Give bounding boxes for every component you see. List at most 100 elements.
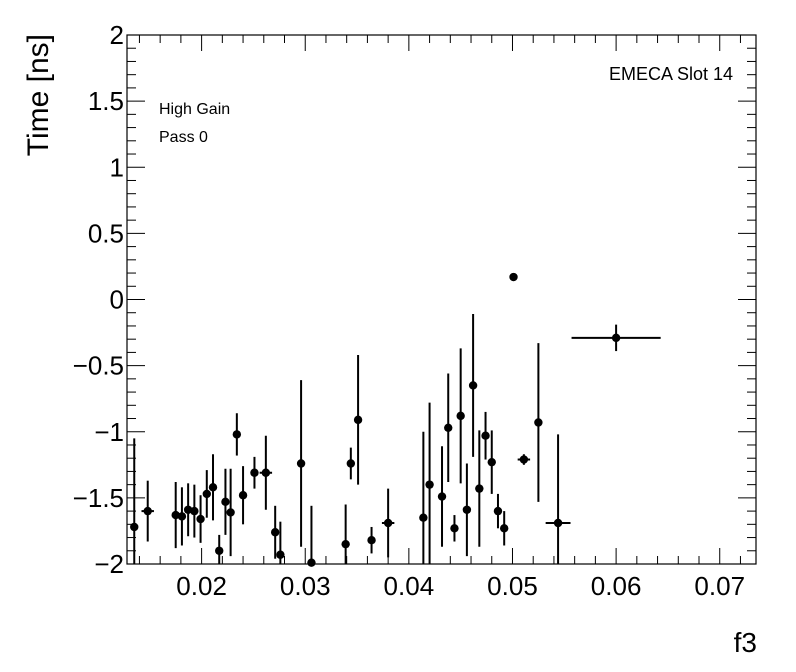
data-point bbox=[177, 487, 187, 546]
data-point bbox=[232, 413, 242, 456]
y-tick-label: 1 bbox=[110, 152, 124, 182]
data-point bbox=[444, 373, 453, 483]
marker bbox=[276, 550, 285, 559]
data-point bbox=[202, 470, 211, 518]
y-tick-label: 0 bbox=[110, 285, 124, 315]
data-point bbox=[259, 435, 273, 510]
annotation-slot: EMECA Slot 14 bbox=[609, 64, 733, 84]
marker bbox=[450, 524, 459, 533]
data-point bbox=[571, 324, 661, 352]
marker bbox=[261, 468, 271, 477]
data-point bbox=[475, 430, 484, 547]
marker bbox=[499, 524, 509, 533]
x-tick-label: 0.07 bbox=[694, 571, 745, 601]
data-point bbox=[353, 355, 363, 485]
data-point bbox=[517, 454, 531, 465]
data-point bbox=[493, 493, 503, 529]
marker bbox=[462, 505, 472, 514]
marker bbox=[437, 492, 447, 501]
marker bbox=[226, 508, 235, 517]
marker bbox=[296, 459, 306, 468]
x-tick-label: 0.06 bbox=[591, 571, 642, 601]
y-tick-labels: −2 −1.5 −1 −0.5 0 0.5 1 1.5 2 bbox=[73, 20, 124, 579]
marker bbox=[250, 468, 259, 477]
data-point bbox=[196, 495, 205, 543]
marker bbox=[346, 459, 356, 468]
x-tick-label: 0.05 bbox=[487, 571, 538, 601]
marker bbox=[353, 415, 363, 425]
marker bbox=[493, 506, 503, 516]
data-point bbox=[226, 468, 235, 557]
marker bbox=[221, 497, 230, 507]
marker bbox=[553, 518, 563, 528]
marker bbox=[238, 491, 248, 500]
data-point bbox=[250, 456, 259, 489]
marker bbox=[143, 506, 152, 516]
data-point bbox=[341, 504, 350, 564]
marker bbox=[270, 528, 280, 537]
data-point bbox=[221, 468, 230, 535]
annotation-gain: High Gain bbox=[159, 101, 230, 118]
data-point bbox=[545, 434, 571, 564]
data-point bbox=[456, 348, 465, 484]
data-point bbox=[215, 534, 224, 564]
marker bbox=[190, 506, 199, 516]
marker bbox=[196, 514, 205, 524]
data-point bbox=[296, 380, 306, 547]
x-tick-label: 0.03 bbox=[280, 571, 331, 601]
x-tick-label: 0.02 bbox=[176, 571, 227, 601]
marker bbox=[611, 333, 621, 343]
marker bbox=[177, 512, 187, 521]
data-point bbox=[499, 511, 509, 546]
y-tick-label: 0.5 bbox=[88, 218, 124, 248]
y-tick-label: −1 bbox=[94, 417, 124, 447]
marker bbox=[208, 483, 218, 492]
data-point bbox=[238, 466, 248, 525]
data-points bbox=[130, 272, 661, 567]
y-tick-label: −0.5 bbox=[73, 351, 124, 381]
marker bbox=[509, 272, 518, 282]
marker bbox=[519, 455, 529, 464]
marker bbox=[425, 480, 434, 489]
data-point bbox=[130, 438, 139, 564]
data-point bbox=[346, 447, 356, 480]
marker bbox=[534, 418, 543, 427]
marker bbox=[487, 457, 496, 467]
marker bbox=[468, 381, 478, 390]
data-point bbox=[509, 272, 518, 282]
data-point bbox=[307, 505, 316, 567]
y-axis-label: Time [ns] bbox=[22, 34, 55, 156]
data-point bbox=[367, 526, 376, 554]
marker bbox=[307, 558, 316, 567]
marker bbox=[341, 539, 350, 549]
y-tick-label: 2 bbox=[110, 20, 124, 50]
data-point bbox=[462, 463, 472, 557]
marker bbox=[481, 431, 490, 440]
marker bbox=[444, 423, 453, 432]
marker bbox=[456, 411, 465, 421]
data-point bbox=[381, 488, 395, 558]
y-tick-label: 1.5 bbox=[88, 86, 124, 116]
data-point bbox=[419, 431, 428, 564]
marker bbox=[232, 430, 242, 439]
marker bbox=[202, 489, 211, 499]
marker bbox=[215, 546, 224, 555]
data-point bbox=[425, 402, 434, 564]
data-point bbox=[270, 505, 280, 559]
data-point bbox=[534, 343, 543, 502]
data-point bbox=[468, 314, 478, 457]
data-point bbox=[487, 430, 496, 494]
data-point bbox=[141, 480, 154, 542]
data-point bbox=[450, 515, 459, 542]
marker bbox=[367, 535, 376, 545]
x-axis-label: f3 bbox=[734, 627, 757, 658]
data-point bbox=[190, 484, 199, 538]
x-tick-label: 0.04 bbox=[384, 571, 435, 601]
marker bbox=[383, 518, 393, 528]
data-point bbox=[437, 446, 447, 547]
y-tick-label: −2 bbox=[94, 549, 124, 579]
x-tick-labels: 0.02 0.03 0.04 0.05 0.06 0.07 bbox=[176, 571, 745, 601]
marker bbox=[130, 522, 139, 532]
data-point bbox=[481, 411, 490, 460]
